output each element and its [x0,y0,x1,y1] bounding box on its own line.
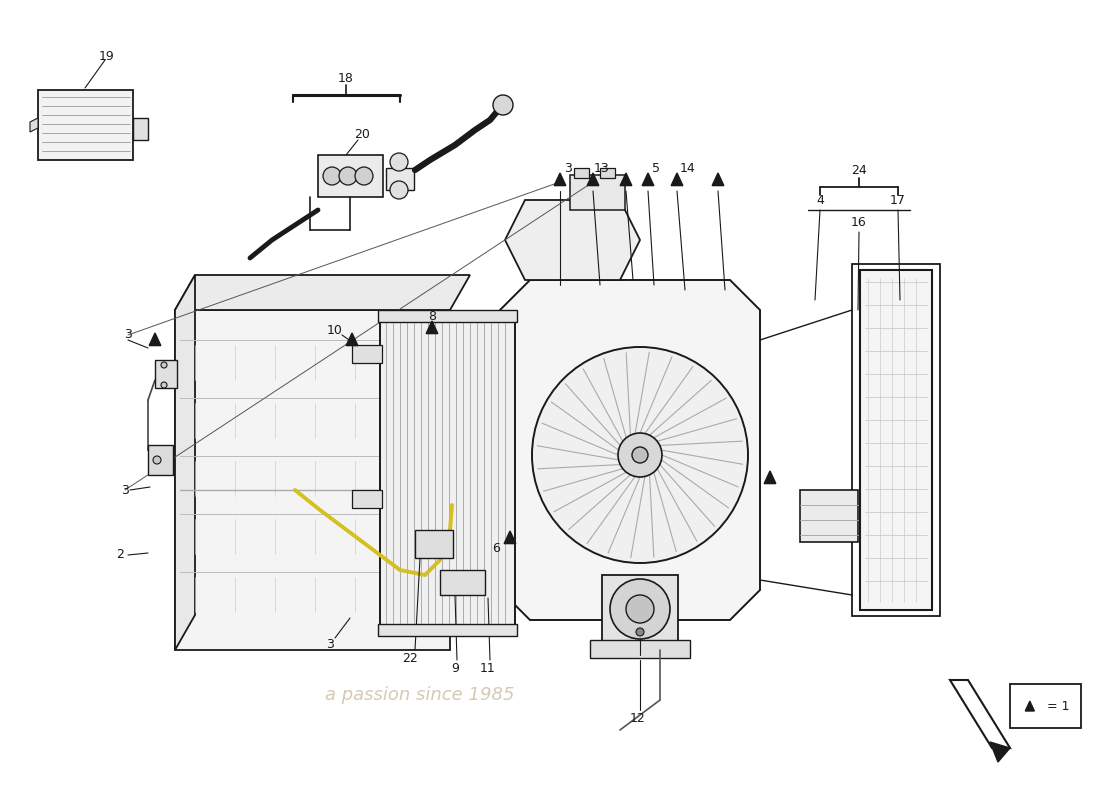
Polygon shape [554,173,565,186]
Text: 3: 3 [124,329,132,342]
Bar [600,168,615,178]
Polygon shape [990,742,1010,762]
Circle shape [532,347,748,563]
Polygon shape [30,118,38,132]
Circle shape [161,362,167,368]
Text: 3: 3 [326,638,334,651]
Bar [155,360,177,388]
Bar [148,445,173,475]
Bar [39,90,133,160]
Bar [386,168,414,190]
Circle shape [390,153,408,171]
Text: 20: 20 [354,127,370,141]
Circle shape [626,595,654,623]
Text: 3: 3 [121,483,129,497]
Text: 6: 6 [492,542,499,554]
Bar [133,118,148,140]
Polygon shape [175,275,195,650]
Polygon shape [175,275,470,310]
Bar [590,640,690,658]
Bar [352,345,382,363]
Bar [415,530,453,558]
Text: euro: euro [235,451,385,509]
Circle shape [161,382,167,388]
Bar [860,270,932,610]
Polygon shape [175,310,450,650]
Circle shape [323,167,341,185]
Text: 2: 2 [117,549,124,562]
Bar [440,570,485,595]
Text: 22: 22 [403,651,418,665]
Polygon shape [620,173,631,186]
Polygon shape [671,173,683,186]
Text: 11: 11 [480,662,496,674]
Text: = 1: = 1 [1047,700,1069,714]
Bar [352,490,382,508]
Circle shape [493,95,513,115]
Text: 14: 14 [680,162,696,174]
Text: 4: 4 [816,194,824,206]
Bar [318,155,383,197]
Polygon shape [150,333,161,346]
Bar [800,490,858,542]
Circle shape [610,579,670,639]
Text: 13: 13 [594,162,609,174]
Bar [570,175,625,210]
Text: 8: 8 [428,310,436,323]
Text: 12: 12 [630,711,646,725]
Bar [852,264,940,616]
Polygon shape [505,200,640,280]
Circle shape [618,433,662,477]
Circle shape [355,167,373,185]
Polygon shape [500,280,760,620]
Circle shape [339,167,358,185]
Bar [1010,684,1081,728]
Text: 17: 17 [890,194,906,206]
Polygon shape [950,680,1010,748]
Text: 24: 24 [851,163,867,177]
Circle shape [632,447,648,463]
Text: 16: 16 [851,215,867,229]
Text: 10: 10 [327,323,343,337]
Circle shape [390,181,408,199]
Bar [378,310,517,322]
Bar [574,168,589,178]
Circle shape [153,456,161,464]
Polygon shape [764,471,776,483]
Polygon shape [346,333,358,346]
Text: 5: 5 [652,162,660,174]
Text: a passion since 1985: a passion since 1985 [326,686,515,704]
Text: 18: 18 [338,71,354,85]
Polygon shape [1025,701,1034,711]
Bar [602,575,678,643]
Polygon shape [587,173,598,186]
Polygon shape [712,173,724,186]
Bar [379,318,515,628]
Circle shape [636,628,644,636]
Text: 19: 19 [99,50,114,62]
Polygon shape [642,173,653,186]
Text: 9: 9 [451,662,459,674]
Text: 3: 3 [564,162,572,174]
Polygon shape [504,531,516,544]
Bar [378,624,517,636]
Polygon shape [426,321,438,334]
